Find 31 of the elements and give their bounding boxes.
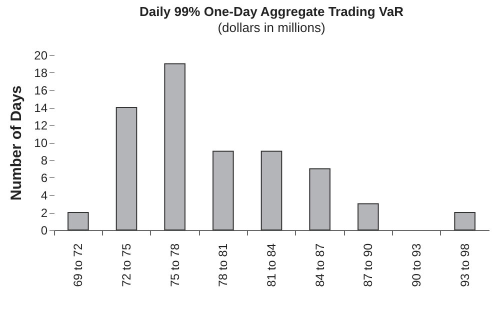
chart-subtitle: (dollars in millions) [218, 20, 326, 35]
x-tick-label: 84 to 87 [312, 243, 327, 287]
chart-title: Daily 99% One-Day Aggregate Trading VaR [140, 4, 404, 19]
x-tick-label: 93 to 98 [458, 243, 472, 287]
y-tick-label: 18 [34, 66, 48, 80]
y-tick-label: 6 [40, 171, 48, 185]
x-tick-label: 72 to 75 [120, 243, 134, 287]
x-tick-label: 90 to 93 [410, 243, 424, 287]
bar [116, 107, 138, 230]
y-tick-label: 16 [34, 84, 48, 98]
bar [309, 168, 330, 230]
x-tick-label: 81 to 84 [264, 243, 278, 287]
bar [454, 212, 476, 230]
bar [164, 63, 186, 230]
bar [260, 150, 282, 230]
x-tick-label: 69 to 72 [71, 243, 86, 287]
x-tick-label: 87 to 90 [361, 243, 376, 287]
y-tick-label: 20 [34, 48, 48, 62]
y-tick-label: 10 [34, 136, 48, 150]
x-tick-label: 78 to 81 [216, 243, 230, 287]
bar [358, 203, 379, 230]
y-tick-label: 2 [40, 206, 48, 220]
y-tick-label: 4 [40, 188, 48, 202]
x-tick-label: 75 to 78 [168, 243, 182, 287]
bar [212, 150, 234, 230]
y-tick-label: 8 [40, 154, 48, 168]
y-axis-title: Number of Days [8, 85, 26, 201]
y-tick-label: 14 [34, 101, 48, 115]
y-tick-label: 12 [34, 118, 48, 132]
y-tick-label: 0 [40, 224, 48, 238]
bar [68, 212, 89, 230]
